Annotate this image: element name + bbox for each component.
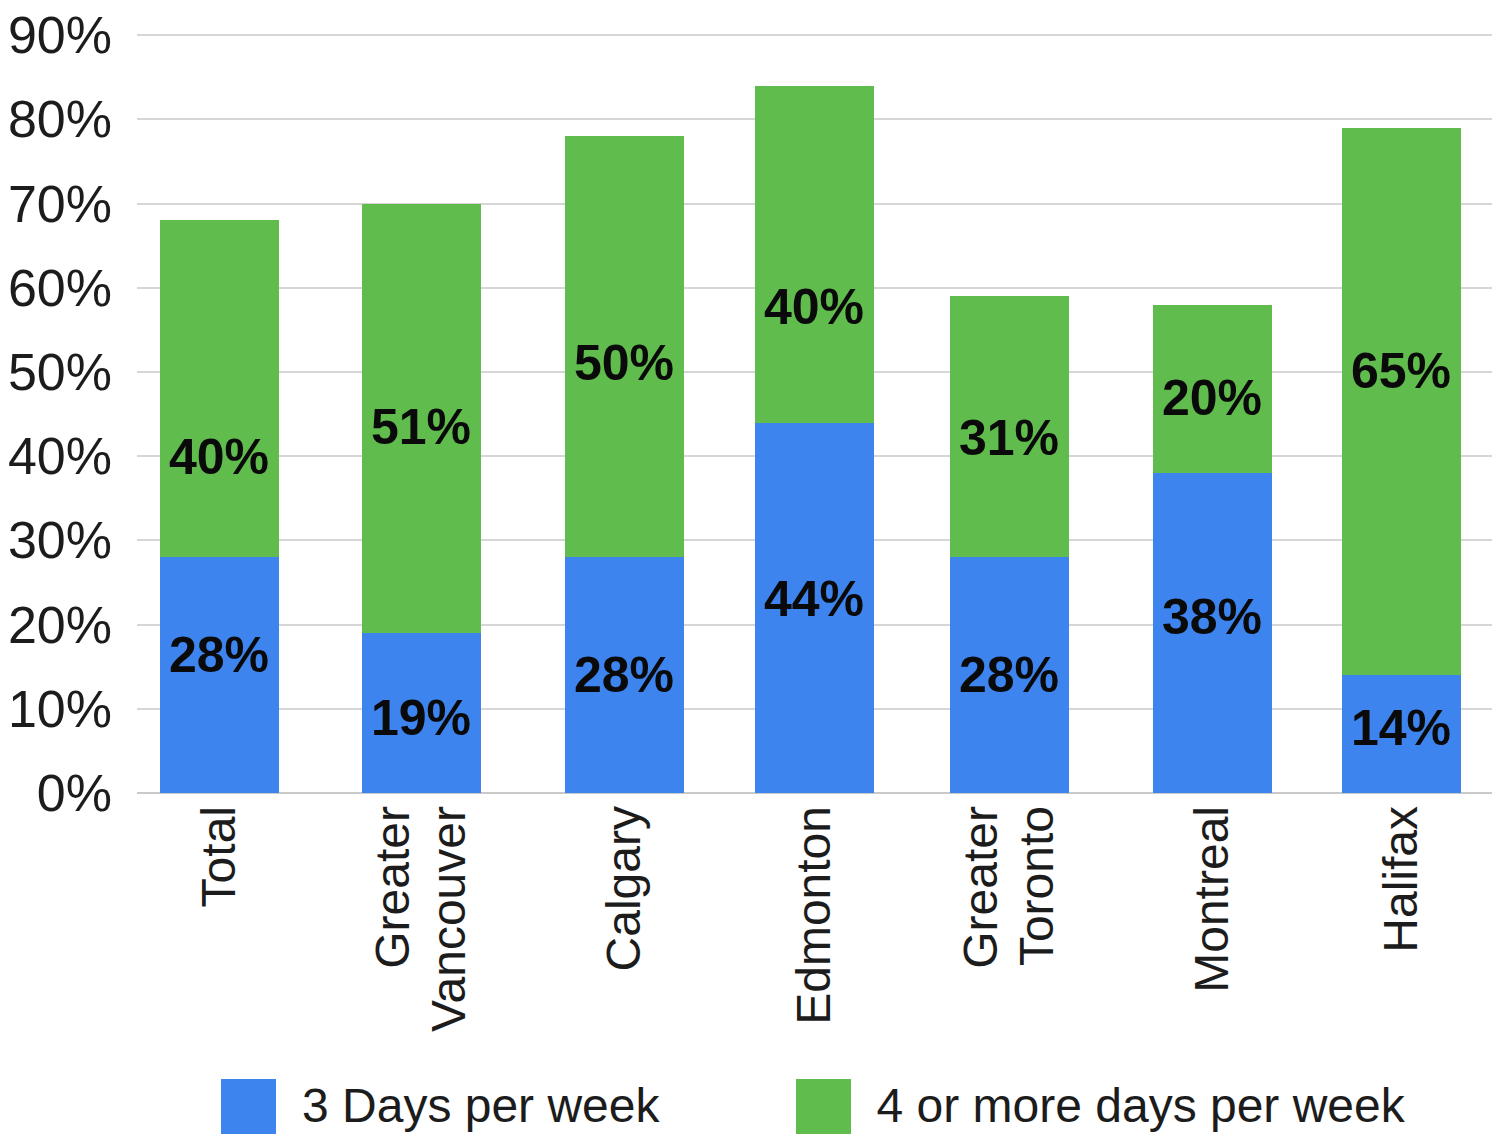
x-category-label: Montreal <box>1184 806 1240 993</box>
bar-segment-green <box>755 86 874 423</box>
bar-value-label: 38% <box>1102 586 1322 648</box>
x-category-label: Halifax <box>1373 806 1429 953</box>
legend-swatch-blue <box>221 1079 276 1134</box>
bar-value-label: 28% <box>899 644 1119 706</box>
bar-value-label: 44% <box>704 568 924 630</box>
bar-value-label: 20% <box>1102 367 1322 429</box>
y-tick-label: 10% <box>0 677 112 741</box>
stacked-bar-chart: 0%10%20%30%40%50%60%70%80%90% 28%40%19%5… <box>0 0 1500 1140</box>
gridline <box>137 34 1492 36</box>
legend-item-4-or-more-days-per-week: 4 or more days per week <box>796 1078 1405 1134</box>
y-tick-label: 70% <box>0 172 112 236</box>
legend-swatch-green <box>796 1079 851 1134</box>
bar-value-label: 50% <box>514 332 734 394</box>
y-tick-label: 60% <box>0 256 112 320</box>
legend-item-3-days-per-week: 3 Days per week <box>221 1078 660 1134</box>
bar-value-label: 40% <box>109 426 329 488</box>
x-category-label: Greater Vancouver <box>365 806 477 1032</box>
y-tick-label: 20% <box>0 593 112 657</box>
x-category-label: Calgary <box>596 806 652 971</box>
y-tick-label: 40% <box>0 424 112 488</box>
legend-label-3-days-per-week: 3 Days per week <box>302 1078 660 1134</box>
bar-value-label: 28% <box>514 644 734 706</box>
legend: 3 Days per week 4 or more days per week <box>221 1078 1405 1134</box>
legend-label-4-or-more-days-per-week: 4 or more days per week <box>877 1078 1405 1134</box>
y-tick-label: 0% <box>0 761 112 825</box>
bar-value-label: 51% <box>311 396 531 458</box>
y-tick-label: 90% <box>0 3 112 67</box>
bar-value-label: 31% <box>899 407 1119 469</box>
y-tick-label: 30% <box>0 508 112 572</box>
bar-value-label: 65% <box>1291 340 1500 402</box>
y-tick-label: 50% <box>0 340 112 404</box>
y-tick-label: 80% <box>0 87 112 151</box>
bar-value-label: 19% <box>311 687 531 749</box>
x-category-label: Total <box>191 806 247 907</box>
bar-value-label: 40% <box>704 276 924 338</box>
x-category-label: Greater Toronto <box>953 806 1065 969</box>
bar-value-label: 14% <box>1291 697 1500 759</box>
x-category-label: Edmonton <box>786 806 842 1025</box>
bar-segment-green <box>160 220 279 557</box>
bar-value-label: 28% <box>109 624 329 686</box>
